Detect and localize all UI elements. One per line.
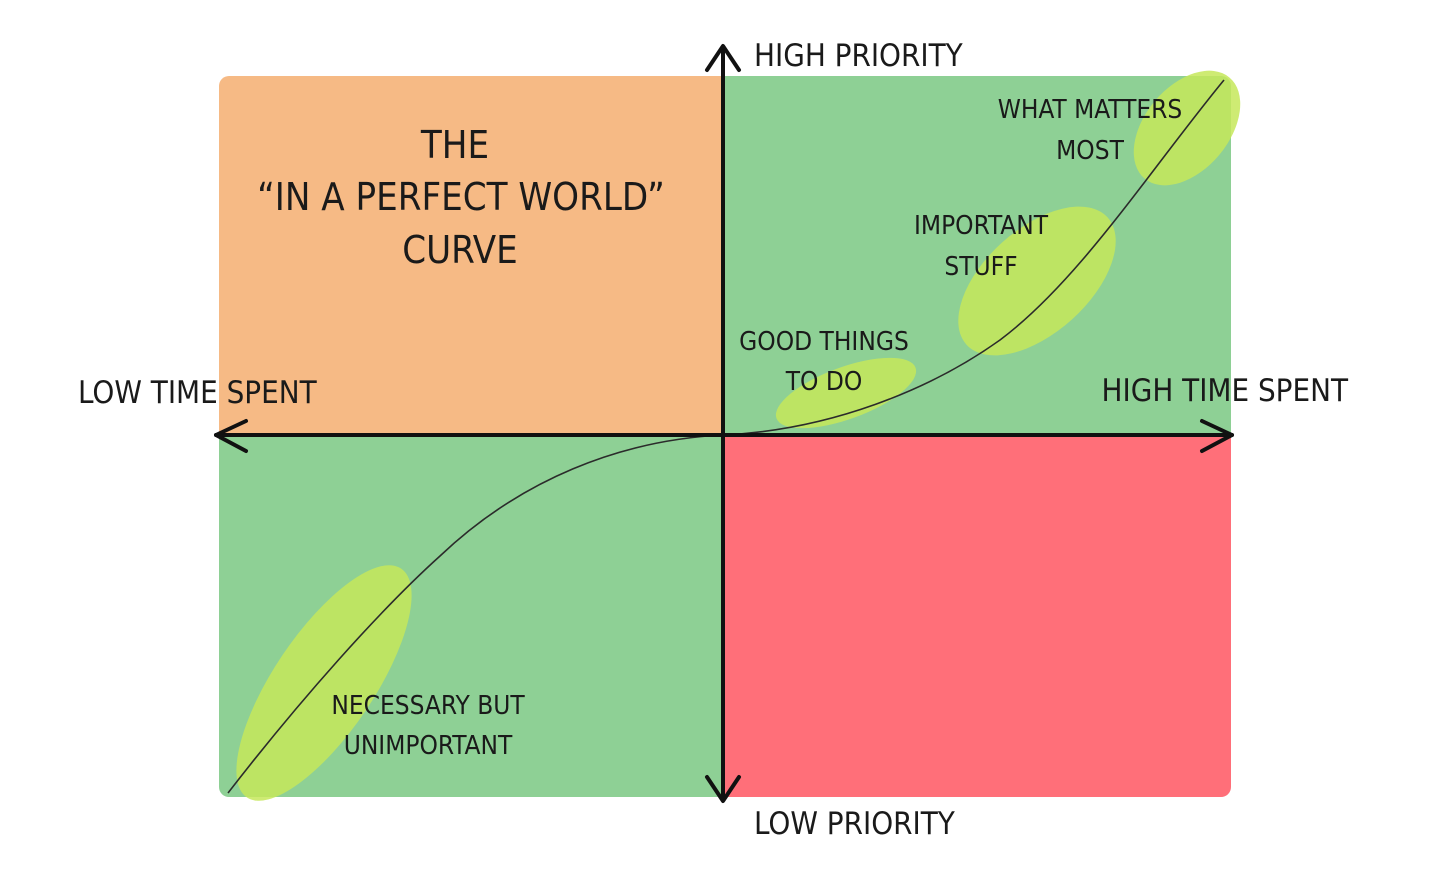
- x-axis-right-arrowhead: [1200, 419, 1234, 453]
- quadrant-bottom-right: [723, 435, 1231, 797]
- y-axis-top-label: HIGH PRIORITY: [754, 38, 964, 74]
- title-line-2: “IN A PERFECT WORLD”: [257, 175, 665, 219]
- x-axis-right-label: HIGH TIME SPENT: [1102, 373, 1349, 409]
- label-good-line-1: GOOD THINGS: [739, 327, 909, 357]
- label-what-matters-line-2: MOST: [1056, 136, 1124, 166]
- axes: [214, 44, 1234, 803]
- x-axis-left-label: LOW TIME SPENT: [78, 375, 318, 411]
- highlight-good-things: [775, 357, 917, 429]
- quadrant-top-left: [219, 76, 723, 435]
- label-necessary-line-2: UNIMPORTANT: [344, 731, 513, 761]
- highlight-important-stuff: [958, 206, 1116, 356]
- label-what-matters-line-1: WHAT MATTERS: [998, 95, 1183, 125]
- title-line-3: CURVE: [402, 228, 518, 272]
- y-axis-bottom-label: LOW PRIORITY: [754, 806, 956, 842]
- diagram-title: THE “IN A PERFECT WORLD” CURVE: [257, 123, 665, 272]
- label-necessary-line-1: NECESSARY BUT: [331, 691, 525, 721]
- title-line-1: THE: [420, 123, 489, 167]
- label-important-line-2: STUFF: [944, 252, 1017, 282]
- highlight-necessary-but-unimportant: [236, 565, 412, 801]
- label-good-line-2: TO DO: [785, 367, 863, 397]
- label-important-line-1: IMPORTANT: [914, 211, 1049, 241]
- x-axis-left-arrowhead: [214, 419, 248, 453]
- y-axis-bottom-arrowhead: [705, 775, 741, 803]
- region-labels: WHAT MATTERS MOST IMPORTANT STUFF GOOD T…: [331, 95, 1182, 761]
- y-axis-top-arrowhead: [705, 44, 741, 72]
- quadrant-top-right: [723, 76, 1231, 435]
